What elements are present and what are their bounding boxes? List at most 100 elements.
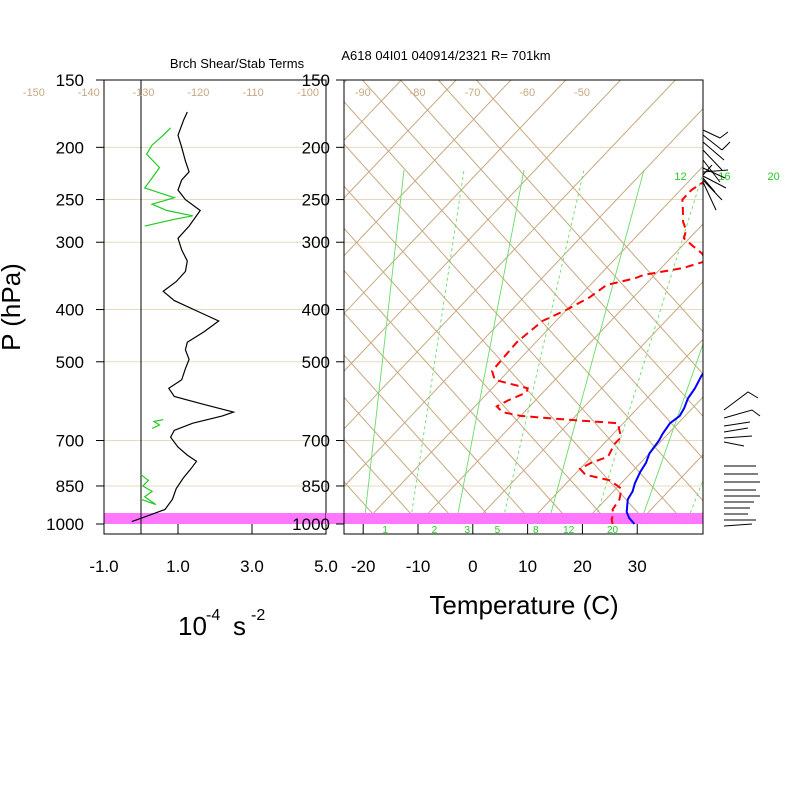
- right-y-tick-label: 1000: [292, 515, 330, 534]
- dry-adiabat-line: [476, 80, 703, 333]
- isotherm-line: [344, 80, 676, 430]
- left-x-tick-label: 3.0: [240, 557, 264, 576]
- x-axis-title-base: 10: [178, 611, 207, 641]
- mixing-ratio-line: [455, 169, 525, 525]
- isotherm-line: [0, 80, 237, 524]
- right-y-tick-label: 400: [302, 301, 330, 320]
- isotherm-label: -70: [464, 87, 480, 99]
- dry-adiabat-line: [362, 80, 703, 460]
- left-x-tick-label: 1.0: [166, 557, 190, 576]
- skewt-background: [0, 80, 703, 525]
- richardson-line: [131, 111, 236, 523]
- isotherm-label: -50: [574, 87, 590, 99]
- left-y-tick-label: 150: [56, 71, 84, 90]
- dry-adiabat-line: [0, 80, 268, 524]
- x-axis-title-right: Temperature (C): [429, 590, 618, 620]
- right-panel-frame: [343, 79, 704, 535]
- right-x-tick-label: 0: [468, 557, 477, 576]
- dry-adiabat-line: [344, 185, 649, 525]
- mixing-ratio-line: [547, 169, 645, 525]
- x-axis-title-unit: s: [233, 611, 246, 641]
- x-axis-title-exp1: -4: [206, 607, 220, 624]
- isotherm-line: [344, 80, 512, 257]
- x-axis-title-exp2: -2: [251, 607, 265, 624]
- y-axis-title: P (hPa): [0, 263, 26, 351]
- richardson-green-line: [140, 474, 157, 506]
- left-x-ticks: -1.0 1.0 3.0 5.0: [89, 524, 338, 576]
- isotherm-label: -130: [133, 87, 155, 99]
- left-surface-band: [104, 513, 326, 524]
- mixing-ratio-label: 2: [432, 525, 438, 536]
- isotherm-line: [362, 165, 703, 525]
- right-y-tick-label: 850: [302, 477, 330, 496]
- left-y-tick-label: 200: [56, 138, 84, 157]
- isotherm-label: -90: [355, 87, 371, 99]
- dry-adiabat-line: [344, 269, 573, 525]
- isotherm-line: [344, 107, 703, 488]
- left-y-ticks: 150 200 250 300 400 500 700 850 1000: [46, 71, 104, 534]
- mixing-ratio-label: 20: [607, 525, 619, 536]
- right-panel-title: A618 04I01 040914/2321 R= 701km: [341, 48, 550, 63]
- isotherm-line: [417, 223, 703, 525]
- left-x-tick-label: -1.0: [89, 557, 118, 576]
- mixing-ratio-line: [593, 171, 703, 525]
- right-y-ticks: 150 200 250 300 400 500 700 850 1000: [292, 71, 344, 534]
- right-y-tick-label: 700: [302, 432, 330, 451]
- dry-adiabat-line: [0, 80, 192, 524]
- wind-barbs: [702, 129, 761, 527]
- right-y-tick-label: 200: [302, 138, 330, 157]
- left-y-tick-label: 1000: [46, 515, 84, 534]
- left-panel: 150 200 250 300 400 500 700 850 1000 -1.0 1.0 3.0 5…: [46, 71, 338, 576]
- mixing-ratio-line: [639, 342, 703, 525]
- x-axis-title-left: 10 -4 s -2: [178, 607, 265, 641]
- isotherm-line: [344, 80, 567, 315]
- right-x-tick-label: 30: [628, 557, 647, 576]
- dry-adiabat-line: [344, 101, 703, 502]
- isotherm-label: -60: [519, 87, 535, 99]
- left-y-tick-label: 700: [56, 432, 84, 451]
- theta-e-label: 20: [768, 171, 780, 183]
- isotherm-line: [472, 280, 703, 525]
- left-x-tick-label: 5.0: [314, 557, 338, 576]
- isotherm-label: -100: [297, 87, 319, 99]
- theta-e-label: 16: [718, 171, 730, 183]
- right-x-tick-label: -10: [406, 557, 431, 576]
- mixing-ratio-line: [501, 169, 585, 525]
- isotherm-label: -140: [78, 87, 100, 99]
- skewt-labels: -50 -60 -70 -80 -90 -100 -110 -120 -130 -140 -150 1…: [23, 87, 780, 536]
- dry-adiabat-line: [344, 227, 611, 525]
- left-series-layer: [131, 111, 236, 523]
- dry-adiabat-line: [0, 80, 230, 524]
- isotherm-label: -150: [23, 87, 45, 99]
- isotherm-line: [636, 454, 703, 525]
- left-panel-frame: [103, 79, 327, 535]
- mixing-ratio-label: 5: [495, 525, 501, 536]
- isotherm-line: [0, 80, 292, 524]
- right-y-tick-label: 250: [302, 191, 330, 210]
- isotherm-line: [344, 80, 347, 84]
- isotherm-line: [0, 80, 182, 524]
- theta-e-label: 12: [674, 171, 686, 183]
- mixing-ratio-line: [409, 169, 465, 525]
- left-y-tick-label: 400: [56, 301, 84, 320]
- mixing-ratio-label: 3: [465, 525, 471, 536]
- isotherm-label: -80: [410, 87, 426, 99]
- left-panel-title: Brch Shear/Stab Terms: [170, 56, 305, 71]
- dry-adiabat-line: [344, 523, 345, 524]
- dewpoint-line: [490, 181, 703, 525]
- dry-adiabat-line: [344, 396, 459, 525]
- isotherm-line: [527, 338, 703, 525]
- isotherm-label: -120: [187, 87, 209, 99]
- dry-adiabat-line: [344, 312, 535, 525]
- left-y-tick-label: 250: [56, 191, 84, 210]
- left-y-tick-label: 300: [56, 233, 84, 252]
- mixing-ratio-label: 1: [382, 525, 388, 536]
- richardson-green-line: [143, 127, 193, 227]
- right-y-tick-label: 300: [302, 233, 330, 252]
- dry-adiabat-line: [344, 143, 687, 525]
- dry-adiabat-line: [0, 80, 306, 524]
- dry-adiabat-line: [438, 80, 703, 375]
- right-x-tick-label: 10: [518, 557, 537, 576]
- left-y-tick-label: 850: [56, 477, 84, 496]
